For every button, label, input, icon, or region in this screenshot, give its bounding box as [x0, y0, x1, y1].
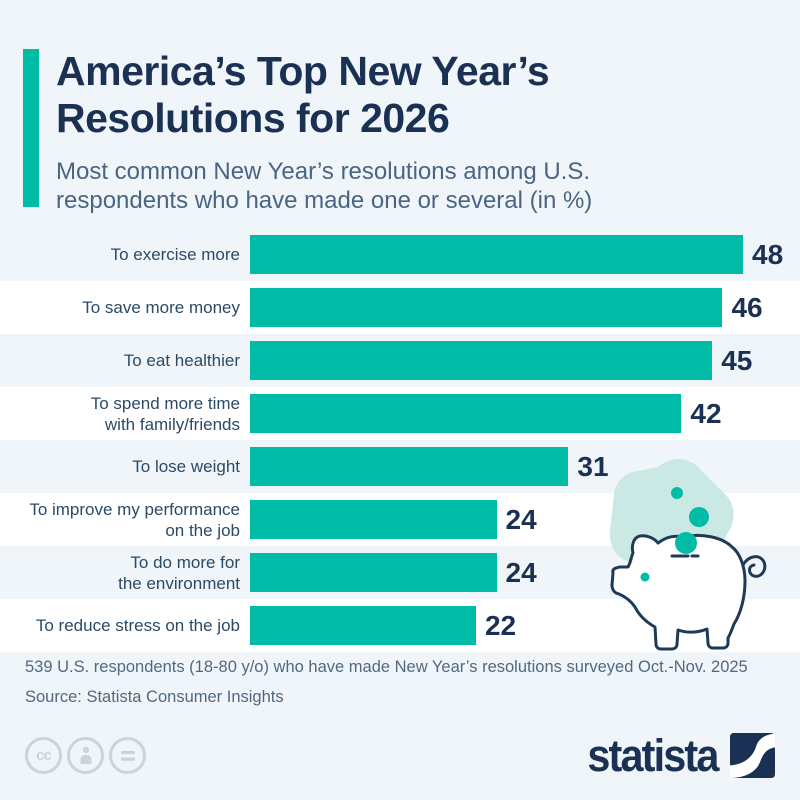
page-subtitle: Most common New Year’s resolutions among… — [56, 158, 593, 214]
chart-row: To exercise more 48 — [0, 228, 800, 281]
category-label: To exercise more — [110, 245, 240, 264]
bar — [250, 553, 497, 592]
title-accent-bar — [23, 49, 39, 207]
bar-chart: To exercise more 48 To save more money 46 To… — [0, 228, 800, 652]
coin-small — [671, 487, 683, 499]
equals-glyph — [120, 750, 135, 761]
value-label: 24 — [505, 556, 537, 588]
source-line: Source: Statista Consumer Insights — [25, 688, 284, 706]
bar — [250, 606, 476, 645]
category-label: To reduce stress on the job — [35, 616, 240, 635]
cc-icon[interactable]: cc — [25, 737, 62, 774]
bar — [250, 394, 682, 433]
value-label: 42 — [690, 397, 722, 429]
chart-row: To save more money 46 — [0, 281, 800, 334]
license-icons: cc — [25, 737, 146, 774]
value-label: 24 — [505, 503, 537, 535]
chart-row: To lose weight 31 — [0, 440, 800, 493]
category-label: To do more for the environment — [118, 552, 240, 593]
coin-large — [675, 532, 697, 554]
category-label: To lose weight — [132, 457, 240, 476]
value-label: 48 — [752, 238, 784, 270]
survey-note: 539 U.S. respondents (18-80 y/o) who hav… — [25, 658, 748, 676]
statista-logo[interactable]: statista — [576, 733, 775, 778]
chart-row: To eat healthier 45 — [0, 334, 800, 387]
pig-body — [610, 533, 747, 651]
bar — [250, 341, 713, 380]
statista-logo-square — [730, 733, 775, 778]
value-label: 22 — [484, 609, 517, 641]
bar — [250, 288, 723, 327]
pig-eye-dot — [640, 572, 650, 582]
chart-row: To spend more time with family/friends 42 — [0, 387, 800, 440]
value-label: 45 — [721, 344, 753, 376]
category-label: To eat healthier — [123, 351, 240, 370]
category-label: To spend more time with family/friends — [90, 393, 240, 434]
chart-row: To do more for the environment 24 — [0, 546, 800, 599]
coin-medium — [689, 507, 709, 527]
piggy-bank-illustration — [609, 458, 767, 651]
equals-icon[interactable] — [109, 737, 146, 774]
bar — [250, 500, 497, 539]
category-label: To save more money — [82, 298, 240, 317]
page-title: America’s Top New Year’s Resolutions for… — [56, 48, 550, 141]
value-label: 31 — [577, 450, 609, 482]
statista-wordmark: statista — [587, 730, 720, 781]
pig-tail — [741, 555, 767, 578]
value-label: 46 — [731, 291, 763, 323]
bar — [250, 447, 569, 486]
category-label: To improve my performance on the job — [29, 499, 240, 540]
attribution-icon[interactable] — [67, 737, 104, 774]
person-glyph — [80, 746, 91, 764]
bar — [250, 235, 743, 274]
